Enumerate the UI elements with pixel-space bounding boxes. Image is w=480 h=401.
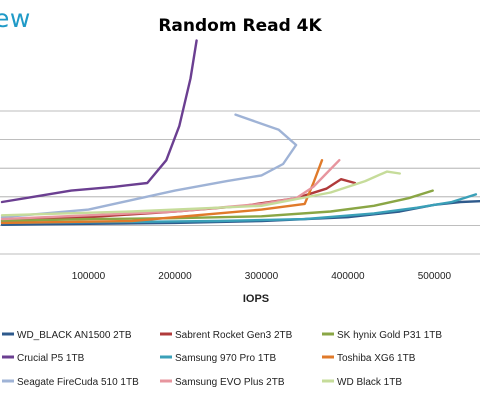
legend-item: Crucial P5 1TB xyxy=(2,353,85,364)
legend-item: Sabrent Rocket Gen3 2TB xyxy=(160,330,293,341)
series-line-8 xyxy=(0,170,401,217)
chart-title: Random Read 4K xyxy=(158,16,322,36)
series-line-6 xyxy=(0,113,298,219)
x-axis-label: IOPS xyxy=(243,293,269,305)
legend-label: Crucial P5 1TB xyxy=(17,353,85,364)
x-tick-label: 100000 xyxy=(72,271,106,282)
x-tick-labels: 100000 200000 300000 400000 500000 xyxy=(72,271,452,282)
series-line-5 xyxy=(0,159,324,225)
series-line-3 xyxy=(0,39,198,204)
series-line-4 xyxy=(0,193,478,225)
x-tick-label: 300000 xyxy=(245,271,279,282)
legend-label: Samsung 970 Pro 1TB xyxy=(175,353,276,364)
legend-label: Toshiba XG6 1TB xyxy=(337,353,416,364)
legend-item: Toshiba XG6 1TB xyxy=(322,353,416,364)
legend-item: Samsung EVO Plus 2TB xyxy=(160,377,285,388)
legend-label: WD_BLACK AN1500 2TB xyxy=(17,330,132,341)
brand-logo: ew xyxy=(0,4,31,33)
legend-label: WD Black 1TB xyxy=(337,377,402,388)
x-tick-label: 500000 xyxy=(418,271,452,282)
legend-item: SK hynix Gold P31 1TB xyxy=(322,330,442,341)
legend: WD_BLACK AN1500 2TB Sabrent Rocket Gen3 2… xyxy=(2,330,442,388)
legend-label: Samsung EVO Plus 2TB xyxy=(175,377,285,388)
legend-item: WD Black 1TB xyxy=(322,377,402,388)
x-tick-label: 200000 xyxy=(158,271,192,282)
series-lines xyxy=(0,39,480,226)
legend-item: Seagate FireCuda 510 1TB xyxy=(2,377,139,388)
legend-label: Seagate FireCuda 510 1TB xyxy=(17,377,139,388)
legend-item: Samsung 970 Pro 1TB xyxy=(160,353,276,364)
legend-label: SK hynix Gold P31 1TB xyxy=(337,330,442,341)
legend-label: Sabrent Rocket Gen3 2TB xyxy=(175,330,293,341)
legend-item: WD_BLACK AN1500 2TB xyxy=(2,330,132,341)
x-tick-label: 400000 xyxy=(331,271,365,282)
series-line-2 xyxy=(0,189,434,223)
grid xyxy=(0,110,480,255)
